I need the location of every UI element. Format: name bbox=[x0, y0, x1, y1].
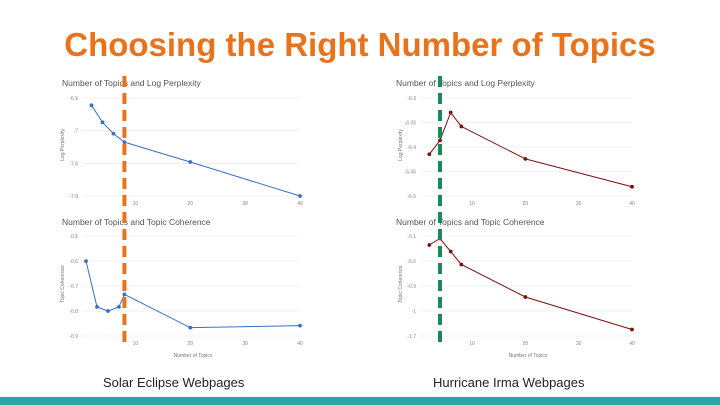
data-point bbox=[523, 157, 528, 161]
y-tick-label: -0.6 bbox=[69, 259, 78, 265]
series-line bbox=[91, 105, 301, 197]
chart-title: Number of Topics and Topic Coherence bbox=[62, 217, 211, 227]
x-axis-label: Number of Topics bbox=[509, 353, 548, 359]
y-tick-label: -6.5 bbox=[407, 194, 416, 200]
y-tick-label: -7 bbox=[74, 129, 79, 135]
x-tick-label: 40 bbox=[297, 341, 303, 347]
data-point bbox=[122, 292, 127, 297]
y-tick-label: -0.5 bbox=[407, 259, 416, 265]
x-tick-label: 20 bbox=[523, 341, 529, 347]
caption-solar-eclipse: Solar Eclipse Webpages bbox=[103, 375, 245, 390]
data-point bbox=[100, 120, 105, 125]
series-line bbox=[429, 237, 633, 330]
x-tick-label: 20 bbox=[523, 201, 529, 207]
y-tick-label: -7.5 bbox=[69, 161, 78, 167]
x-tick-label: 40 bbox=[297, 201, 303, 207]
y-tick-label: -1 bbox=[412, 309, 417, 315]
x-tick-label: 10 bbox=[133, 201, 139, 207]
x-tick-label: 20 bbox=[187, 341, 193, 347]
chart-solar-perplexity: Number of Topics and Log Perplexity -6.5 -… bbox=[60, 78, 303, 207]
data-point bbox=[448, 249, 453, 254]
y-tick-label: -6.35 bbox=[405, 121, 417, 127]
y-tick-label: -7.8 bbox=[69, 194, 78, 200]
x-tick-label: 10 bbox=[469, 341, 475, 347]
data-point bbox=[84, 259, 88, 264]
y-tick-label: -0.5 bbox=[69, 234, 78, 240]
data-point bbox=[427, 243, 432, 247]
x-tick-label: 20 bbox=[187, 201, 193, 207]
y-tick-label: -0.7 bbox=[69, 284, 78, 290]
slide-title: Choosing the Right Number of Topics bbox=[64, 26, 656, 63]
chart-irma-perplexity: Number of Topics and Log Perplexity -6.3 -… bbox=[396, 78, 635, 207]
data-point bbox=[459, 124, 464, 129]
y-tick-label: -0.1 bbox=[407, 234, 416, 240]
series-line bbox=[428, 111, 633, 188]
data-point bbox=[122, 140, 127, 145]
chart-title: Number of Topics and Log Perplexity bbox=[62, 78, 202, 88]
caption-hurricane-irma: Hurricane Irma Webpages bbox=[433, 375, 585, 390]
x-tick-label: 30 bbox=[576, 341, 582, 347]
x-axis-label: Number of Topics bbox=[174, 353, 213, 359]
data-point bbox=[117, 304, 121, 309]
chart-title: Number of Topics and Log Perplexity bbox=[396, 78, 536, 88]
y-axis-label: Log Perplexity bbox=[398, 129, 404, 161]
chart-irma-coherence: Number of Topics and Topic Coherence -0.1… bbox=[396, 217, 635, 359]
x-tick-label: 40 bbox=[629, 341, 635, 347]
chart-title: Number of Topics and Topic Coherence bbox=[396, 217, 545, 227]
data-point bbox=[459, 262, 464, 267]
y-tick-label: -0.8 bbox=[69, 309, 78, 315]
footer-bar bbox=[0, 397, 720, 405]
x-tick-label: 30 bbox=[242, 341, 248, 347]
data-point bbox=[438, 138, 442, 143]
y-axis-label: Topic Coherence bbox=[60, 265, 66, 303]
data-point bbox=[106, 309, 110, 313]
x-tick-label: 10 bbox=[133, 341, 139, 347]
data-point bbox=[111, 131, 116, 136]
chart-solar-coherence: Number of Topics and Topic Coherence -0.5… bbox=[60, 217, 303, 359]
x-tick-label: 10 bbox=[469, 201, 475, 207]
data-point bbox=[298, 323, 302, 328]
y-tick-label: -6.45 bbox=[405, 170, 417, 176]
y-tick-label: -6.3 bbox=[407, 96, 416, 102]
x-tick-label: 40 bbox=[629, 201, 635, 207]
y-axis-label: Topic Coherence bbox=[398, 265, 404, 303]
y-tick-label: -0.9 bbox=[69, 334, 78, 340]
y-axis-label: Log Perplexity bbox=[60, 129, 66, 161]
data-point bbox=[427, 152, 432, 157]
series-line bbox=[85, 261, 301, 329]
data-point bbox=[95, 304, 99, 309]
y-tick-label: -6.5 bbox=[69, 96, 78, 102]
data-point bbox=[89, 103, 94, 108]
data-point bbox=[298, 194, 302, 198]
x-tick-label: 30 bbox=[242, 201, 248, 207]
data-point bbox=[630, 184, 634, 189]
data-point bbox=[188, 160, 193, 164]
data-point bbox=[630, 327, 634, 332]
x-tick-label: 30 bbox=[576, 201, 582, 207]
y-tick-label: -1.7 bbox=[407, 334, 416, 340]
data-point bbox=[523, 295, 528, 299]
data-point bbox=[448, 110, 453, 115]
data-point bbox=[188, 325, 193, 330]
y-tick-label: -6.4 bbox=[407, 145, 416, 151]
y-tick-label: -0.9 bbox=[407, 284, 416, 290]
